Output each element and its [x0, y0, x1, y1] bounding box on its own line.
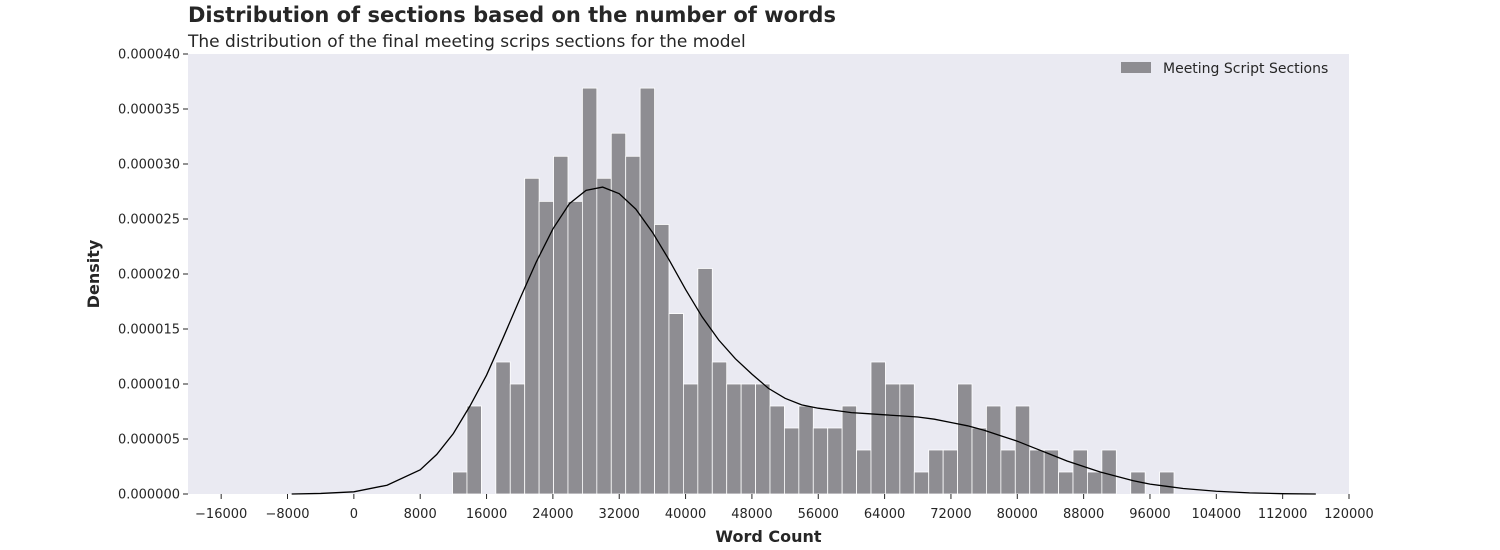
- y-tick-label: 0.000015: [118, 323, 180, 338]
- x-tick-label: 56000: [798, 507, 839, 522]
- x-tick-label: 40000: [665, 507, 706, 522]
- histogram-bar: [654, 224, 670, 495]
- histogram-bar: [769, 405, 785, 495]
- histogram-bar: [553, 155, 569, 495]
- y-tick-label: 0.000010: [118, 378, 180, 393]
- histogram-bar: [639, 87, 655, 495]
- histogram-bar: [466, 405, 482, 495]
- x-tick-label: 8000: [404, 507, 437, 522]
- histogram-bar: [870, 361, 886, 495]
- chart-title: Distribution of sections based on the nu…: [188, 3, 836, 27]
- histogram-bar: [827, 427, 843, 495]
- histogram-bar: [610, 132, 627, 495]
- histogram-bar: [942, 449, 958, 495]
- histogram-bar: [509, 383, 526, 495]
- histogram-bar: [1014, 405, 1031, 495]
- x-tick-label: 72000: [930, 507, 971, 522]
- y-tick-label: 0.000020: [118, 268, 180, 283]
- histogram-bar: [1101, 449, 1117, 495]
- histogram-bar: [567, 200, 583, 495]
- chart-subtitle: The distribution of the final meeting sc…: [188, 32, 746, 52]
- histogram-bar: [1087, 471, 1103, 495]
- y-axis: 0.000000 0.000005 0.000010 0.000015 0.000020…: [118, 48, 188, 503]
- x-tick-label: 88000: [1063, 507, 1104, 522]
- legend-swatch: [1121, 62, 1151, 73]
- legend: Meeting Script Sections: [1121, 61, 1328, 77]
- x-tick-label: 104000: [1191, 507, 1241, 522]
- x-tick-label: 0: [350, 507, 358, 522]
- histogram-bar: [697, 268, 713, 495]
- y-tick-label: 0.000025: [118, 213, 180, 228]
- x-tick-label: −8000: [266, 507, 310, 522]
- y-tick-label: 0.000040: [118, 48, 180, 63]
- x-axis: −16000 −8000 0 8000 16000 24000 32000 40000 4800…: [195, 494, 1374, 522]
- histogram-bar: [986, 405, 1002, 495]
- x-tick-label: 96000: [1129, 507, 1170, 522]
- histogram-bar: [928, 449, 944, 495]
- x-tick-label: 16000: [466, 507, 507, 522]
- y-tick-label: 0.000035: [118, 103, 180, 118]
- histogram-bar: [1058, 471, 1074, 495]
- histogram-bar: [1072, 449, 1088, 495]
- histogram-bar: [1159, 471, 1175, 495]
- histogram-bar: [856, 449, 872, 495]
- x-tick-label: 64000: [864, 507, 905, 522]
- histogram-bar: [913, 471, 930, 495]
- x-tick-label: 48000: [731, 507, 772, 522]
- histogram-bar: [885, 383, 901, 495]
- histogram-bar: [524, 177, 540, 495]
- histogram-bar: [668, 313, 684, 495]
- histogram-bar: [711, 361, 728, 495]
- kde-line: [291, 186, 1316, 495]
- histogram-bar: [538, 200, 554, 495]
- histogram-bar: [755, 383, 771, 495]
- x-tick-label: −16000: [195, 507, 247, 522]
- histogram-bar: [812, 427, 829, 495]
- x-tick-label: 120000: [1324, 507, 1374, 522]
- x-tick-label: 32000: [599, 507, 640, 522]
- y-tick-label: 0.000005: [118, 433, 180, 448]
- y-axis-label: Density: [84, 239, 103, 308]
- y-tick-label: 0.000000: [118, 488, 180, 503]
- histogram-bar: [740, 383, 756, 495]
- histogram-bar: [971, 427, 987, 495]
- y-tick-label: 0.000030: [118, 158, 180, 173]
- legend-label: Meeting Script Sections: [1163, 61, 1328, 77]
- histogram-bar: [452, 471, 468, 495]
- histogram-bar: [1029, 449, 1045, 495]
- histogram-bar: [596, 177, 612, 495]
- histogram-bar: [899, 383, 915, 495]
- histogram-bar: [957, 383, 973, 495]
- histogram-bar: [495, 361, 511, 495]
- histogram-bar: [798, 405, 814, 495]
- x-axis-label: Word Count: [715, 527, 822, 546]
- x-tick-label: 112000: [1258, 507, 1308, 522]
- histogram-bars: [452, 87, 1175, 495]
- histogram-bar: [1000, 449, 1016, 495]
- histogram-bar: [841, 405, 857, 495]
- histogram-bar: [683, 383, 699, 495]
- histogram-bar: [726, 383, 742, 495]
- x-tick-label: 80000: [997, 507, 1038, 522]
- histogram-bar: [582, 87, 598, 495]
- x-tick-label: 24000: [532, 507, 573, 522]
- histogram-bar: [784, 427, 800, 495]
